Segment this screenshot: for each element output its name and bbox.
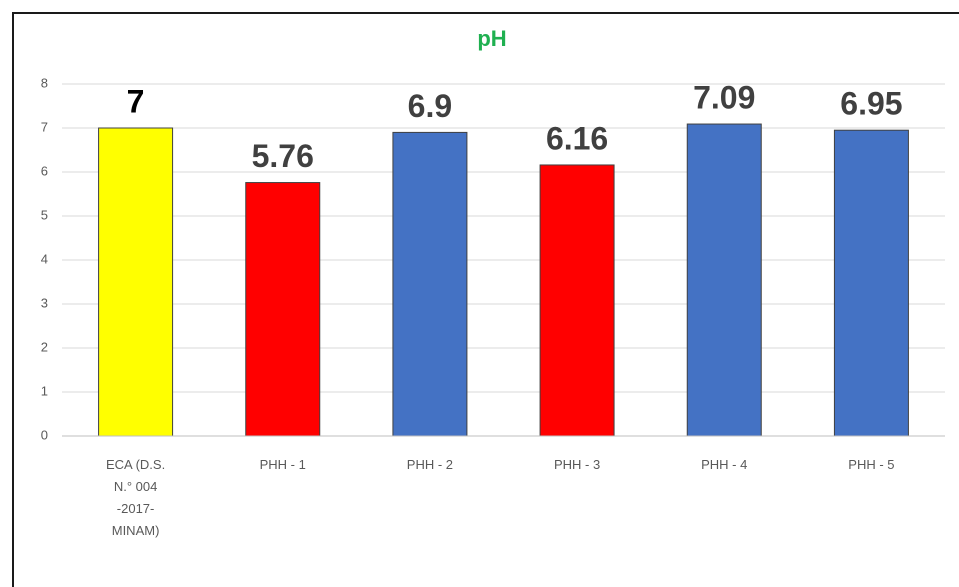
y-tick-label: 7: [41, 119, 48, 134]
y-tick-label: 6: [41, 163, 48, 178]
bar: [98, 127, 174, 437]
frame: [12, 12, 959, 587]
x-tick-label: ECA (D.S. N.° 004 -2017- MINAM): [105, 457, 166, 538]
bar: [392, 131, 468, 437]
x-tick-label: PHH - 5: [848, 457, 895, 472]
y-tick-label: 8: [41, 75, 48, 90]
chart-title: pH: [477, 26, 506, 51]
bar: [686, 123, 762, 437]
x-tick-label: PHH - 4: [701, 457, 748, 472]
y-tick-label: 2: [41, 339, 48, 354]
y-tick-label: 5: [41, 207, 48, 222]
data-label: 6.95: [840, 86, 902, 122]
data-label: 7.09: [693, 79, 755, 115]
x-tick-label: PHH - 3: [553, 457, 601, 472]
bar: [539, 164, 615, 437]
y-tick-label: 3: [41, 295, 48, 310]
x-tick-label: PHH - 1: [259, 457, 306, 472]
data-label: 6.16: [546, 120, 608, 156]
bar: [245, 182, 321, 437]
x-tick-label: PHH - 2: [406, 457, 454, 472]
y-tick-label: 1: [41, 383, 48, 398]
data-label: 5.76: [252, 138, 314, 174]
bar: [833, 129, 909, 437]
data-label: 6.9: [408, 88, 452, 124]
y-tick-label: 4: [41, 251, 48, 266]
y-tick-label: 0: [41, 427, 48, 442]
data-label: 7: [127, 83, 145, 119]
